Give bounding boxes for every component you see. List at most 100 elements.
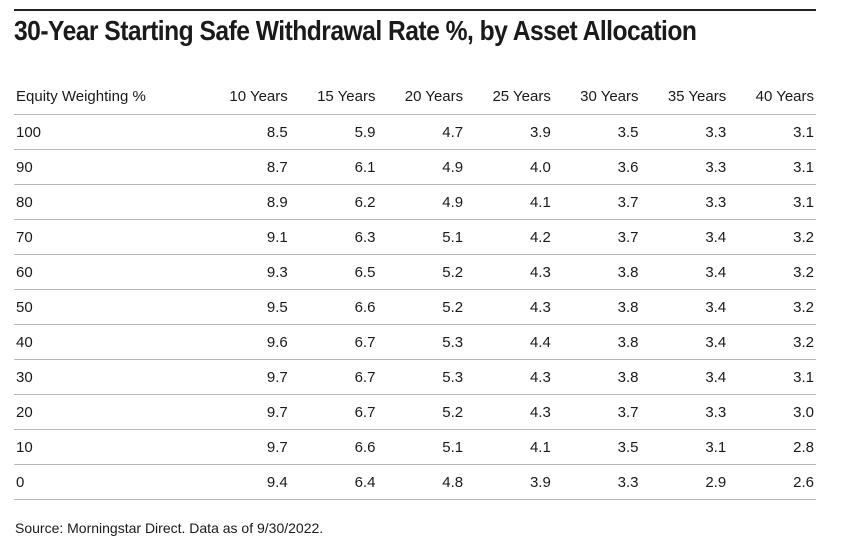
rate-cell: 6.3 <box>354 228 376 246</box>
table-row: 20 9.7 6.7 5.2 4.3 3.7 3.3 3.0 <box>14 394 816 430</box>
rate-cell: 3.3 <box>705 123 727 141</box>
table-row: 70 9.1 6.3 5.1 4.2 3.7 3.4 3.2 <box>14 219 816 255</box>
rate-cell: 3.2 <box>793 333 814 351</box>
equity-weighting-cell: 80 <box>16 193 33 211</box>
equity-weighting-cell: 40 <box>16 333 33 351</box>
top-rule <box>14 9 816 11</box>
rate-cell: 3.7 <box>617 228 639 246</box>
column-header: 20 Years <box>404 87 464 105</box>
rate-cell: 9.1 <box>266 228 288 246</box>
rate-cell: 3.2 <box>793 228 814 246</box>
rate-cell: 5.3 <box>442 368 464 386</box>
rate-cell: 9.4 <box>266 473 288 491</box>
rate-cell: 8.5 <box>266 123 288 141</box>
rate-cell: 9.3 <box>266 263 288 281</box>
rate-cell: 8.7 <box>266 158 288 176</box>
table-row: 90 8.7 6.1 4.9 4.0 3.6 3.3 3.1 <box>14 149 816 185</box>
rate-cell: 3.1 <box>793 123 814 141</box>
column-header-equity: Equity Weighting % <box>16 87 146 105</box>
rate-cell: 5.9 <box>354 123 376 141</box>
rate-cell: 4.3 <box>529 403 551 421</box>
rate-cell: 6.6 <box>354 298 376 316</box>
rate-cell: 3.3 <box>705 193 727 211</box>
column-header: 25 Years <box>492 87 551 105</box>
table-row: 100 8.5 5.9 4.7 3.9 3.5 3.3 3.1 <box>14 114 816 150</box>
rate-cell: 4.3 <box>529 298 551 316</box>
rate-cell: 6.7 <box>354 368 376 386</box>
rate-cell: 9.7 <box>266 368 288 386</box>
rate-cell: 3.9 <box>529 473 551 491</box>
rate-cell: 4.7 <box>442 123 464 141</box>
rate-cell: 3.8 <box>617 333 639 351</box>
equity-weighting-cell: 60 <box>16 263 33 281</box>
rate-cell: 3.4 <box>705 298 727 316</box>
table-body: 100 8.5 5.9 4.7 3.9 3.5 3.3 3.1 90 8.7 6.1 4.9 4.0 3.… <box>14 114 816 500</box>
column-header: 35 Years <box>667 87 727 105</box>
equity-weighting-cell: 70 <box>16 228 33 246</box>
table-row: 50 9.5 6.6 5.2 4.3 3.8 3.4 3.2 <box>14 289 816 325</box>
rate-cell: 3.3 <box>705 403 727 421</box>
rate-cell: 4.9 <box>442 193 464 211</box>
rate-cell: 3.6 <box>617 158 639 176</box>
rate-cell: 3.8 <box>617 298 639 316</box>
rate-cell: 3.1 <box>793 158 814 176</box>
rate-cell: 4.1 <box>529 438 551 456</box>
rate-cell: 4.0 <box>529 158 551 176</box>
table-row: 0 9.4 6.4 4.8 3.9 3.3 2.9 2.6 <box>14 464 816 500</box>
rate-cell: 4.9 <box>442 158 464 176</box>
equity-weighting-cell: 20 <box>16 403 33 421</box>
rate-cell: 5.2 <box>442 298 464 316</box>
rate-cell: 5.2 <box>442 403 464 421</box>
rate-cell: 9.6 <box>266 333 288 351</box>
table-header-row: Equity Weighting % 10 Years 15 Years 20 Yea… <box>14 78 816 115</box>
table-row: 80 8.9 6.2 4.9 4.1 3.7 3.3 3.1 <box>14 184 816 220</box>
rate-cell: 3.7 <box>617 193 639 211</box>
rate-cell: 4.8 <box>442 473 464 491</box>
equity-weighting-cell: 50 <box>16 298 33 316</box>
withdrawal-rate-table: Equity Weighting % 10 Years 15 Years 20 Yea… <box>14 78 816 500</box>
rate-cell: 3.3 <box>617 473 639 491</box>
rate-cell: 6.7 <box>354 403 376 421</box>
rate-cell: 3.2 <box>793 298 814 316</box>
rate-cell: 6.4 <box>354 473 376 491</box>
rate-cell: 3.1 <box>793 368 814 386</box>
table-row: 30 9.7 6.7 5.3 4.3 3.8 3.4 3.1 <box>14 359 816 395</box>
rate-cell: 5.3 <box>442 333 464 351</box>
rate-cell: 5.1 <box>442 438 464 456</box>
table-row: 60 9.3 6.5 5.2 4.3 3.8 3.4 3.2 <box>14 254 816 290</box>
rate-cell: 4.1 <box>529 193 551 211</box>
rate-cell: 6.5 <box>354 263 376 281</box>
rate-cell: 6.2 <box>354 193 376 211</box>
rate-cell: 8.9 <box>266 193 288 211</box>
rate-cell: 3.1 <box>705 438 727 456</box>
equity-weighting-cell: 90 <box>16 158 33 176</box>
rate-cell: 3.8 <box>617 368 639 386</box>
rate-cell: 3.3 <box>705 158 727 176</box>
rate-cell: 2.9 <box>705 473 727 491</box>
column-header: 15 Years <box>317 87 376 105</box>
rate-cell: 3.1 <box>793 193 814 211</box>
chart-title: 30-Year Starting Safe Withdrawal Rate %,… <box>14 15 697 46</box>
rate-cell: 4.3 <box>529 263 551 281</box>
rate-cell: 9.5 <box>266 298 288 316</box>
rate-cell: 5.2 <box>442 263 464 281</box>
rate-cell: 4.4 <box>529 333 551 351</box>
rate-cell: 9.7 <box>266 438 288 456</box>
equity-weighting-cell: 10 <box>16 438 33 456</box>
rate-cell: 3.7 <box>617 403 639 421</box>
rate-cell: 3.8 <box>617 263 639 281</box>
rate-cell: 3.4 <box>705 333 727 351</box>
column-header: 30 Years <box>580 87 639 105</box>
column-header: 10 Years <box>229 87 288 105</box>
table-row: 10 9.7 6.6 5.1 4.1 3.5 3.1 2.8 <box>14 429 816 465</box>
rate-cell: 3.4 <box>705 368 727 386</box>
source-note: Source: Morningstar Direct. Data as of 9… <box>15 520 324 536</box>
rate-cell: 5.1 <box>442 228 464 246</box>
rate-cell: 3.9 <box>529 123 551 141</box>
rate-cell: 2.6 <box>793 473 814 491</box>
rate-cell: 6.6 <box>354 438 376 456</box>
rate-cell: 6.7 <box>354 333 376 351</box>
rate-cell: 3.4 <box>705 263 727 281</box>
rate-cell: 3.0 <box>793 403 814 421</box>
rate-cell: 6.1 <box>354 158 376 176</box>
